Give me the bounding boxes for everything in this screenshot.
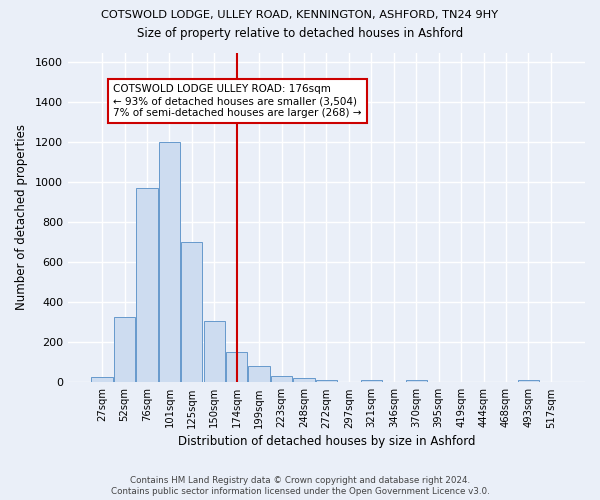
Y-axis label: Number of detached properties: Number of detached properties [15,124,28,310]
Text: COTSWOLD LODGE, ULLEY ROAD, KENNINGTON, ASHFORD, TN24 9HY: COTSWOLD LODGE, ULLEY ROAD, KENNINGTON, … [101,10,499,20]
Bar [316,380,337,382]
Bar [406,380,427,382]
Bar [136,188,158,382]
Bar [203,322,225,382]
Text: COTSWOLD LODGE ULLEY ROAD: 176sqm
← 93% of detached houses are smaller (3,504)
7: COTSWOLD LODGE ULLEY ROAD: 176sqm ← 93% … [113,84,362,117]
Bar [114,318,135,382]
Bar [159,142,180,382]
Bar [226,352,247,382]
Bar [181,242,202,382]
Text: Contains public sector information licensed under the Open Government Licence v3: Contains public sector information licen… [110,487,490,496]
Bar [293,378,314,382]
X-axis label: Distribution of detached houses by size in Ashford: Distribution of detached houses by size … [178,434,475,448]
Text: Size of property relative to detached houses in Ashford: Size of property relative to detached ho… [137,28,463,40]
Bar [91,378,113,382]
Bar [248,366,270,382]
Bar [518,380,539,382]
Text: Contains HM Land Registry data © Crown copyright and database right 2024.: Contains HM Land Registry data © Crown c… [130,476,470,485]
Bar [271,376,292,382]
Bar [361,380,382,382]
